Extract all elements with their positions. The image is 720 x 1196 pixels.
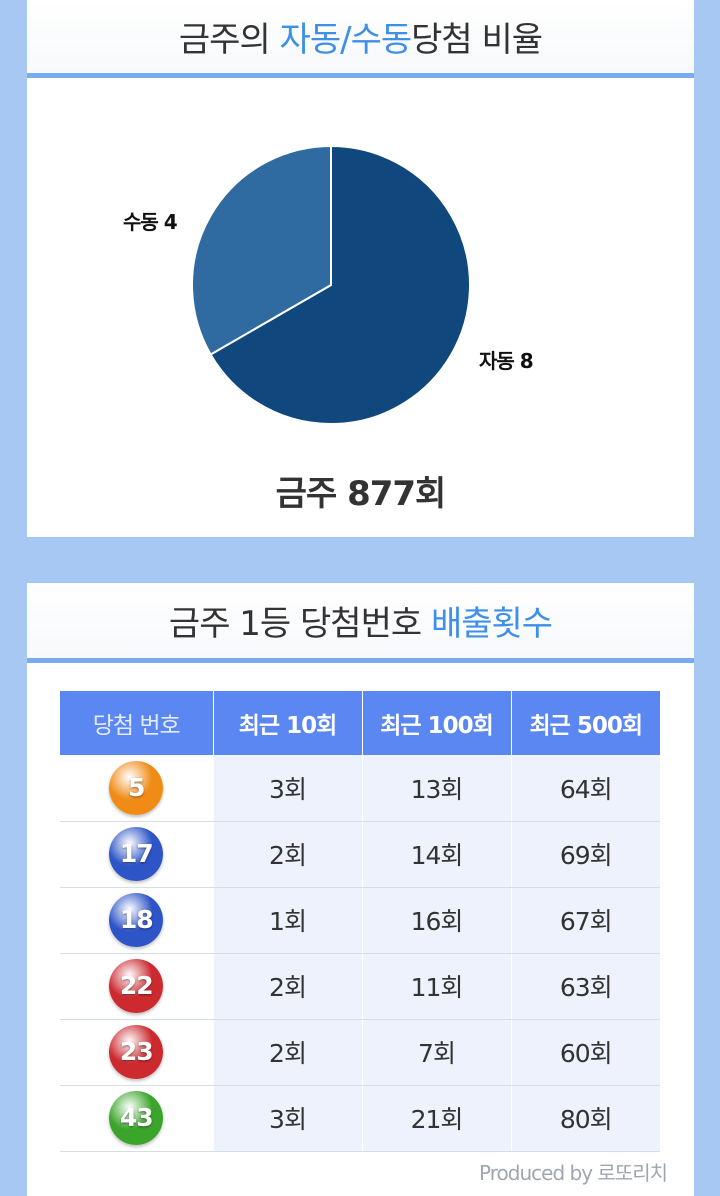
count-cell-recent10: 2회	[212, 821, 362, 888]
count-cell-recent500: 60회	[510, 1019, 660, 1086]
count-cell-recent500: 67회	[510, 887, 660, 954]
footer-credit: Produced by 로또리치	[479, 1161, 668, 1185]
lotto-ball: 5	[109, 760, 164, 815]
count-cell-recent100: 7회	[361, 1019, 511, 1086]
table-row: 5 3회 13회 64회	[60, 755, 660, 822]
table-row: 18 1회 16회 67회	[60, 887, 660, 954]
count-cell-recent10: 2회	[212, 1019, 362, 1086]
lotto-ball: 18	[109, 893, 164, 947]
col-recent100: 최근 100회	[361, 691, 511, 755]
count-cell-recent10: 3회	[212, 755, 362, 822]
count-cell-recent100: 16회	[361, 887, 511, 954]
count-cell-recent500: 63회	[510, 953, 660, 1020]
pie-svg	[191, 144, 471, 425]
number-cell: 5	[60, 755, 213, 822]
count-cell-recent10: 1회	[212, 887, 362, 954]
count-cell-recent500: 69회	[510, 821, 660, 888]
col-recent10: 최근 10회	[212, 691, 362, 755]
ratio-card: 금주의 자동/수동 당첨 비율 수동 4 자동 8 금주 877회	[27, 0, 694, 537]
pie-slice-manual	[191, 144, 332, 356]
pie-chart: 수동 4 자동 8	[27, 83, 694, 443]
lotto-ball: 17	[109, 827, 164, 881]
count-cell-recent500: 80회	[510, 1085, 660, 1152]
lotto-ball: 22	[109, 959, 164, 1013]
count-cell-recent500: 64회	[510, 755, 660, 822]
table-row: 22 2회 11회 63회	[60, 953, 660, 1020]
count-cell-recent100: 21회	[361, 1085, 511, 1152]
frequency-table: 당첨 번호 최근 10회 최근 100회 최근 500회 5 3회 13회 64회 17…	[60, 691, 660, 1152]
col-number: 당첨 번호	[60, 691, 213, 755]
frequency-card: 금주 1등 당첨번호 배출횟수 당첨 번호 최근 10회 최근 100회 최근 …	[27, 583, 694, 1196]
table-row: 43 3회 21회 80회	[60, 1085, 660, 1152]
count-cell-recent100: 13회	[361, 755, 511, 822]
count-cell-recent10: 2회	[212, 953, 362, 1020]
table-row: 17 2회 14회 69회	[60, 821, 660, 888]
table-header-row: 당첨 번호 최근 10회 최근 100회 최근 500회	[60, 691, 660, 755]
count-cell-recent100: 11회	[361, 953, 511, 1020]
number-cell: 43	[60, 1085, 213, 1152]
lotto-ball: 23	[109, 1025, 164, 1079]
count-cell-recent10: 3회	[212, 1085, 362, 1152]
col-recent500: 최근 500회	[510, 691, 660, 755]
pie-slice-auto	[209, 144, 471, 425]
frequency-title: 금주 1등 당첨번호 배출횟수	[27, 583, 694, 663]
table-row: 23 2회 7회 60회	[60, 1019, 660, 1086]
round-label: 금주 877회	[275, 474, 447, 514]
pie-label-auto: 자동 8	[479, 349, 534, 373]
lotto-ball: 43	[109, 1091, 164, 1145]
number-cell: 17	[60, 821, 213, 888]
number-cell: 23	[60, 1019, 213, 1086]
pie-label-manual: 수동 4	[123, 210, 178, 234]
ratio-title: 금주의 자동/수동 당첨 비율	[27, 0, 694, 78]
number-cell: 22	[60, 953, 213, 1020]
count-cell-recent100: 14회	[361, 821, 511, 888]
number-cell: 18	[60, 887, 213, 954]
